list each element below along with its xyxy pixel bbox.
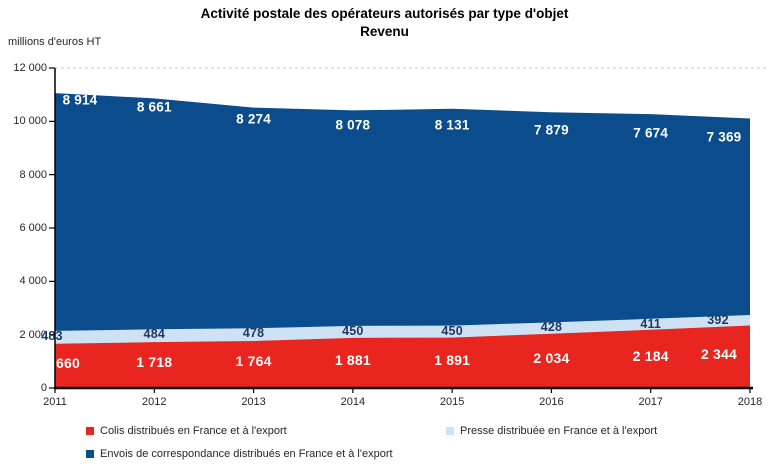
data-label-colis: 1 881 xyxy=(334,351,371,368)
y-axis-tick-label: 10 000 xyxy=(13,115,47,128)
legend-swatch-icon xyxy=(86,450,94,458)
data-label-envois: 8 078 xyxy=(335,117,371,133)
legend-label: Colis distribués en France et à l'export xyxy=(100,425,287,437)
legend-label: Envois de correspondance distribués en F… xyxy=(100,448,393,460)
data-label-presse: 392 xyxy=(707,313,729,328)
data-label-presse: 428 xyxy=(540,320,563,335)
y-axis-unit-label: millions d'euros HT xyxy=(8,36,102,48)
x-axis-tick-label: 2013 xyxy=(241,396,266,408)
data-label-envois: 8 661 xyxy=(136,99,172,115)
y-axis-tick-label: 12 000 xyxy=(13,62,47,74)
data-label-presse: 478 xyxy=(242,326,265,341)
legend-item: Envois de correspondance distribués en F… xyxy=(86,448,393,460)
area-envois-correspondance xyxy=(55,93,750,388)
data-label-colis: 1 718 xyxy=(136,354,173,371)
data-label-presse: 484 xyxy=(143,327,166,342)
data-label-envois: 7 879 xyxy=(534,122,569,138)
area-colis xyxy=(55,325,750,388)
y-axis-tick-label: 8 000 xyxy=(19,168,47,181)
x-axis-tick-label: 2018 xyxy=(737,396,763,408)
data-label-colis: 2 344 xyxy=(700,345,738,362)
data-label-envois: 8 274 xyxy=(236,111,271,127)
x-axis-tick-label: 2014 xyxy=(340,396,366,408)
data-label-envois: 8 914 xyxy=(62,92,98,108)
data-label-colis: 1 764 xyxy=(235,353,272,370)
y-axis-tick-label: 4 000 xyxy=(19,275,47,288)
legend-label: Presse distribuée en France et à l'expor… xyxy=(460,425,658,437)
data-label-colis: 2 034 xyxy=(533,349,570,366)
data-label-envois: 7 674 xyxy=(633,125,669,141)
chart-title: Activité postale des opérateurs autorisé… xyxy=(200,6,569,21)
chart-subtitle: Revenu xyxy=(360,24,409,39)
x-axis-tick-label: 2012 xyxy=(142,396,167,408)
x-axis-tick-label: 2015 xyxy=(439,396,465,408)
data-label-colis: 660 xyxy=(56,354,80,371)
data-label-envois: 7 369 xyxy=(706,129,742,145)
legend-item: Presse distribuée en France et à l'expor… xyxy=(446,425,657,437)
x-axis-tick-label: 2011 xyxy=(43,396,67,408)
data-label-colis: 2 184 xyxy=(632,347,669,364)
legend-swatch-icon xyxy=(446,427,454,435)
data-label-presse: 483 xyxy=(41,328,63,343)
x-axis-tick-label: 2017 xyxy=(638,396,663,408)
y-axis-tick-label: 0 xyxy=(40,382,47,394)
y-axis-tick-label: 6 000 xyxy=(19,222,47,234)
data-label-envois: 8 131 xyxy=(434,117,470,133)
data-label-presse: 411 xyxy=(640,316,662,331)
x-axis-tick-label: 2016 xyxy=(539,396,564,408)
legend-item: Colis distribués en France et à l'export xyxy=(86,425,287,437)
data-label-presse: 450 xyxy=(342,323,364,338)
y-axis-tick-label: 2 000 xyxy=(19,328,47,341)
legend-swatch-icon xyxy=(86,427,94,435)
data-label-colis: 1 891 xyxy=(434,351,471,368)
data-label-presse: 450 xyxy=(441,323,463,338)
